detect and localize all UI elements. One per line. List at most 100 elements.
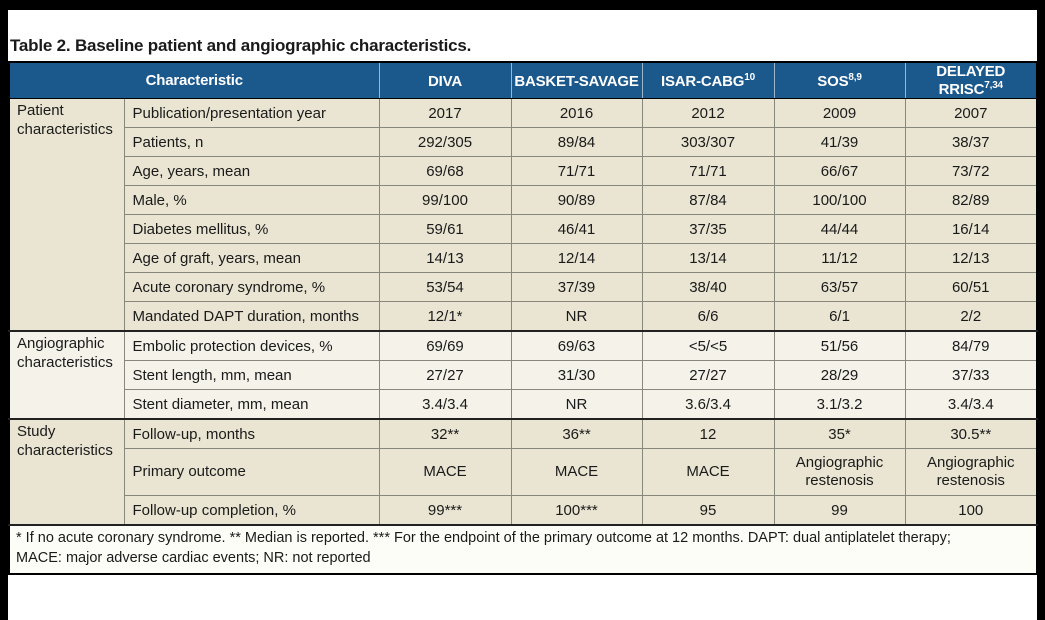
row-label: Follow-up, months (123, 418, 380, 449)
cell-value: 66/67 (773, 156, 906, 186)
section-label-angiographic: Angiographic characteristics (8, 330, 125, 420)
col-header-diva: DIVA (378, 62, 511, 99)
cell-value: 27/27 (378, 360, 512, 390)
cell-value: 46/41 (510, 214, 643, 244)
table-row: Stent length, mm, mean 27/27 31/30 27/27… (9, 360, 1038, 390)
header-row: Characteristic DIVA BASKET-SAVAGE ISAR-C… (9, 62, 1037, 99)
col-header-sos: SOS8,9 (773, 62, 905, 99)
study-name: ISAR-CABG (661, 72, 745, 90)
section-patient-characteristics: Patient characteristics Publication/pres… (8, 98, 1038, 332)
cell-value: 82/89 (904, 185, 1038, 215)
section-study-characteristics: Study characteristics Follow-up, months … (8, 418, 1038, 526)
cell-value: 3.4/3.4 (378, 389, 512, 420)
cell-value: 99 (773, 495, 906, 526)
table-footer: * If no acute coronary syndrome. ** Medi… (9, 523, 1037, 575)
cell-value: 37/33 (904, 360, 1038, 390)
row-label: Diabetes mellitus, % (123, 214, 380, 244)
cell-value: 2007 (904, 98, 1038, 128)
cell-value: 41/39 (773, 127, 906, 157)
cell-value: 90/89 (510, 185, 643, 215)
section-label-study: Study characteristics (8, 418, 125, 526)
cell-value: 100*** (510, 495, 643, 526)
cell-value: 51/56 (773, 330, 906, 361)
cell-value: 3.6/3.4 (641, 389, 775, 420)
cell-value: 60/51 (904, 272, 1038, 302)
footnote: * If no acute coronary syndrome. ** Medi… (9, 523, 1037, 575)
cell-value: 14/13 (378, 243, 512, 273)
table-row: Male, % 99/100 90/89 87/84 100/100 82/89 (9, 185, 1038, 215)
row-label: Age of graft, years, mean (123, 243, 380, 273)
cell-value: 73/72 (904, 156, 1038, 186)
cell-value: 12 (641, 418, 775, 449)
col-header-isar-cabg: ISAR-CABG10 (641, 62, 774, 99)
cell-value: 2/2 (904, 301, 1038, 332)
section-angiographic-characteristics: Angiographic characteristics Embolic pro… (8, 330, 1038, 420)
row-label: Patients, n (123, 127, 380, 157)
footnote-row: * If no acute coronary syndrome. ** Medi… (9, 523, 1037, 575)
cell-value: 84/79 (904, 330, 1038, 361)
cell-value: 28/29 (773, 360, 906, 390)
study-superscript: 8,9 (848, 71, 862, 83)
cell-value: 2017 (378, 98, 512, 128)
cell-value: 2012 (641, 98, 775, 128)
row-label: Mandated DAPT duration, months (123, 301, 380, 332)
cell-value: 303/307 (641, 127, 775, 157)
cell-value: 36** (510, 418, 643, 449)
cell-value: 37/39 (510, 272, 643, 302)
cell-value: 44/44 (773, 214, 906, 244)
cell-value: 32** (378, 418, 512, 449)
cell-value: 100 (904, 495, 1038, 526)
study-name: DELAYED RRISC (936, 63, 1006, 98)
cell-value: NR (510, 389, 643, 420)
cell-value: 6/1 (773, 301, 906, 332)
cell-value: 6/6 (641, 301, 775, 332)
cell-value: 99/100 (378, 185, 512, 215)
cell-value: 27/27 (641, 360, 775, 390)
cell-value: 38/37 (904, 127, 1038, 157)
cell-value: NR (510, 301, 643, 332)
row-label: Age, years, mean (123, 156, 380, 186)
table-row: Primary outcome MACE MACE MACE Angiograp… (9, 448, 1038, 496)
row-label: Follow-up completion, % (123, 495, 380, 526)
table-header: Characteristic DIVA BASKET-SAVAGE ISAR-C… (9, 62, 1037, 99)
col-header-delayed-rrisc: DELAYED RRISC7,34 (904, 62, 1037, 99)
cell-value: 37/35 (641, 214, 775, 244)
footnote-line-2: MACE: major adverse cardiac events; NR: … (16, 549, 371, 566)
table-row: Patient characteristics Publication/pres… (8, 98, 1038, 332)
row-label: Publication/presentation year (123, 98, 380, 128)
study-name: DIVA (428, 72, 462, 90)
study-superscript: 10 (744, 71, 755, 83)
cell-value: Angiographic restenosis (773, 448, 906, 496)
cell-value: <5/<5 (641, 330, 775, 361)
cell-value: MACE (510, 448, 643, 496)
row-label: Male, % (123, 185, 380, 215)
table-row: Follow-up completion, % 99*** 100*** 95 … (9, 495, 1038, 526)
cell-value: 31/30 (510, 360, 643, 390)
cell-value: 292/305 (378, 127, 512, 157)
cell-value: MACE (641, 448, 775, 496)
row-label: Stent diameter, mm, mean (123, 389, 380, 420)
cell-value: 12/14 (510, 243, 643, 273)
table-row: Patients, n 292/305 89/84 303/307 41/39 … (9, 127, 1038, 157)
col-header-basket-savage: BASKET-SAVAGE (510, 62, 642, 99)
table-row: Study characteristics Follow-up, months … (8, 418, 1038, 526)
cell-value: 69/69 (378, 330, 512, 361)
cell-value: 100/100 (773, 185, 906, 215)
table-row: Age, years, mean 69/68 71/71 71/71 66/67… (9, 156, 1038, 186)
cell-value: 16/14 (904, 214, 1038, 244)
cell-value: 11/12 (773, 243, 906, 273)
row-label: Acute coronary syndrome, % (123, 272, 380, 302)
cell-value: 13/14 (641, 243, 775, 273)
table-row: Age of graft, years, mean 14/13 12/14 13… (9, 243, 1038, 273)
cell-value: 59/61 (378, 214, 512, 244)
cell-value: 71/71 (510, 156, 643, 186)
col-header-characteristic: Characteristic (9, 62, 379, 99)
row-label: Embolic protection devices, % (123, 330, 380, 361)
cell-value: Angiographic restenosis (904, 448, 1038, 496)
table-row: Diabetes mellitus, % 59/61 46/41 37/35 4… (9, 214, 1038, 244)
table-row: Angiographic characteristics Embolic pro… (8, 330, 1038, 420)
cell-value: MACE (378, 448, 512, 496)
row-label: Primary outcome (123, 448, 380, 496)
right-border-bar (1037, 0, 1045, 620)
cell-value: 3.4/3.4 (904, 389, 1038, 420)
